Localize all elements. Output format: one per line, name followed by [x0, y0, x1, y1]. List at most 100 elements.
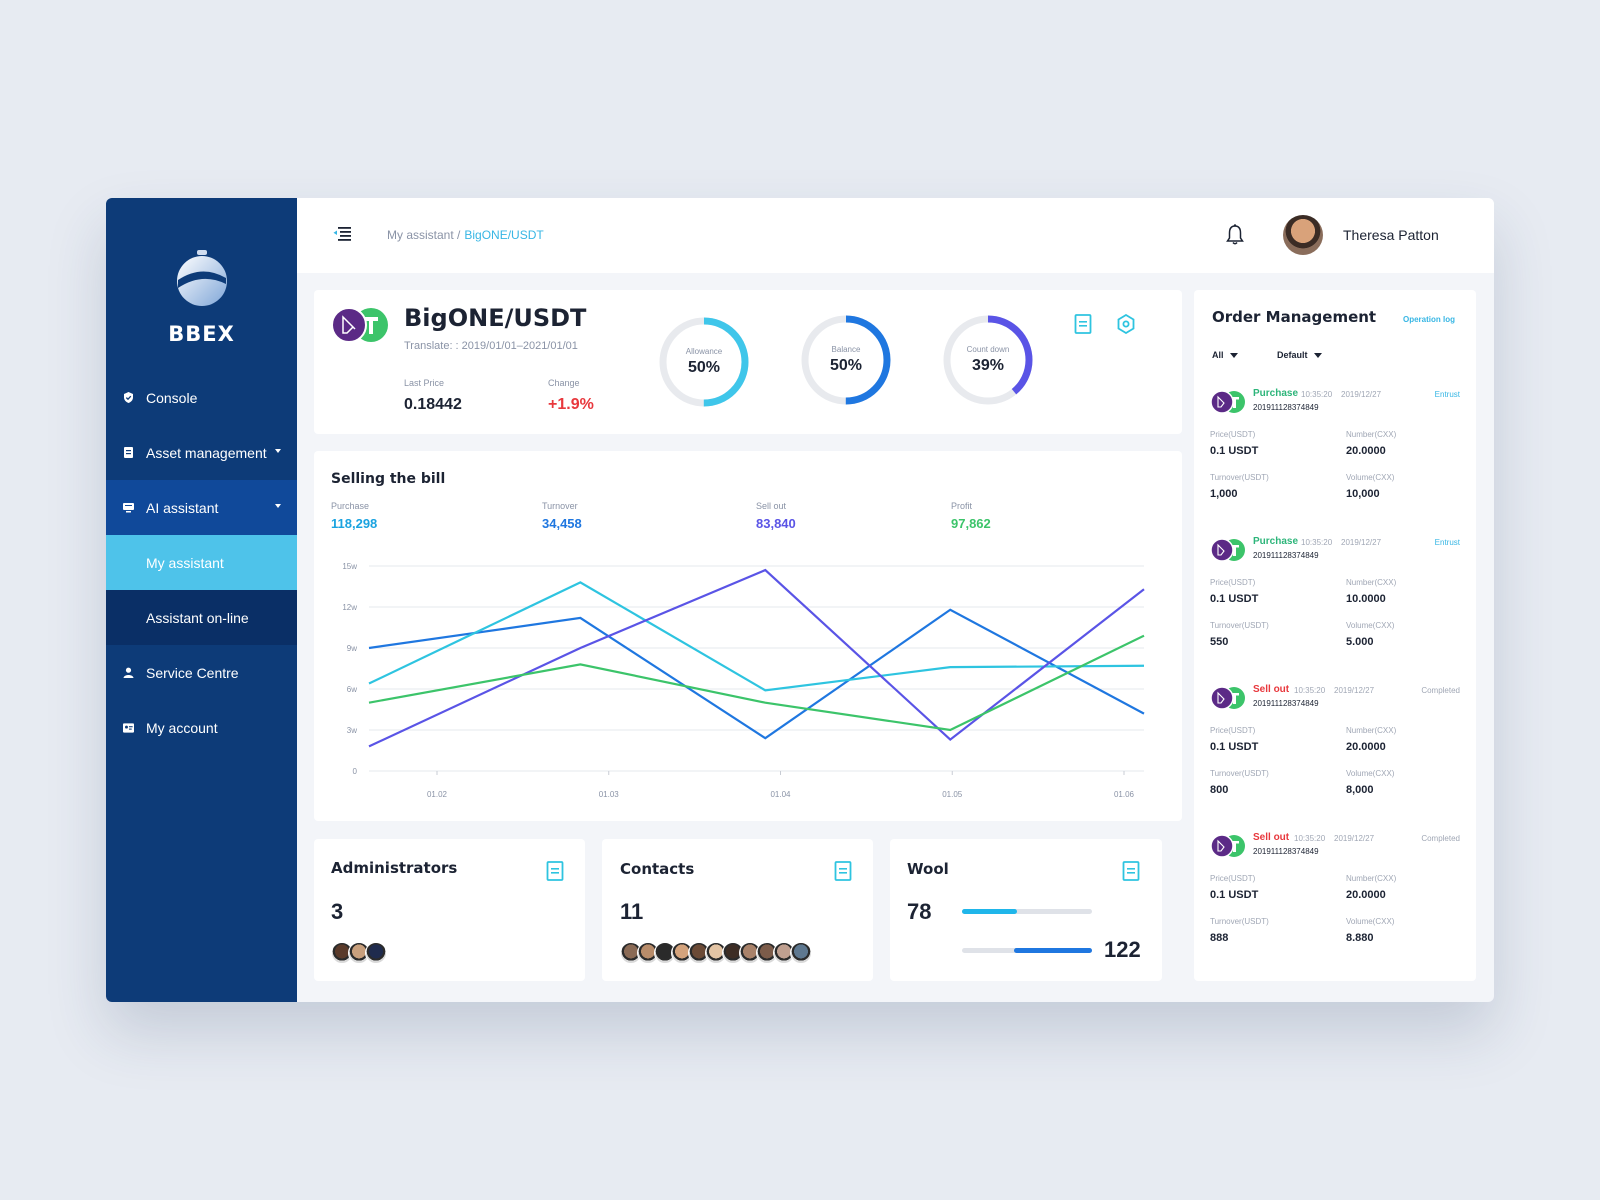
chevron-down-icon: [1313, 353, 1322, 359]
panel-title: Order Management: [1212, 308, 1377, 326]
y-tick-label: 12w: [342, 603, 357, 612]
turnover-value: 888: [1210, 932, 1229, 944]
volume-value: 8.880: [1346, 932, 1374, 944]
sidebar-item-label: AI assistant: [146, 499, 219, 516]
number-label: Number(CXX): [1346, 726, 1397, 735]
order-date: 2019/12/27: [1334, 834, 1375, 843]
card-title: Administrators: [331, 859, 458, 877]
number-label: Number(CXX): [1346, 430, 1397, 439]
wool-progress-1-fill: [962, 909, 1017, 914]
last-price-value: 0.18442: [404, 396, 462, 413]
volume-label: Volume(CXX): [1346, 473, 1395, 482]
user-name[interactable]: Theresa Patton: [1343, 227, 1439, 243]
stat-value-sellout: 83,840: [756, 516, 796, 531]
document-icon: [123, 447, 134, 458]
pair-title: BigONE/USDT: [404, 304, 587, 332]
last-price-label: Last Price: [404, 378, 445, 388]
y-tick-label: 3w: [347, 726, 357, 735]
order-date: 2019/12/27: [1341, 538, 1382, 547]
coin-pair-icon: [1210, 834, 1245, 858]
ring-value: 50%: [829, 357, 863, 374]
y-tick-label: 9w: [347, 644, 357, 653]
document-icon[interactable]: [1074, 314, 1092, 334]
number-value: 20.0000: [1346, 889, 1386, 901]
ring-label: Balance: [831, 345, 861, 354]
administrators-card: Administrators 3: [314, 839, 585, 981]
sidebar-item-label: Console: [146, 389, 198, 406]
order-id: 201911128374849: [1253, 699, 1319, 708]
sidebar-item-label: My account: [146, 719, 218, 736]
order-time: 10:35:20: [1301, 538, 1333, 547]
x-tick-label: 01.05: [942, 790, 963, 799]
x-tick-label: 01.03: [599, 790, 620, 799]
order-status: Completed: [1421, 686, 1460, 695]
sidebar-item-service-centre[interactable]: Service Centre: [106, 645, 297, 700]
price-value: 0.1 USDT: [1210, 889, 1259, 901]
order-status: Entrust: [1434, 538, 1460, 547]
operation-log-link[interactable]: Operation log: [1403, 315, 1455, 324]
order-item[interactable]: Purchase 10:35:20 2019/12/27 Entrust 2019111…: [1210, 388, 1460, 530]
turnover-label: Turnover(USDT): [1210, 917, 1269, 926]
ring-value: 39%: [971, 357, 1005, 374]
sidebar-item-assistant-online[interactable]: Assistant on-line: [106, 590, 297, 645]
pair-summary-panel: BigONE/USDT Translate: : 2019/01/01–2021…: [314, 290, 1182, 434]
turnover-value: 1,000: [1210, 488, 1238, 500]
x-tick-label: 01.04: [770, 790, 791, 799]
stat-value-profit: 97,862: [951, 516, 991, 531]
filter-default-select[interactable]: Default: [1277, 350, 1322, 360]
stat-value-turnover: 34,458: [542, 516, 582, 531]
avatar[interactable]: [1283, 215, 1323, 255]
brand-logo: [177, 250, 227, 306]
monitor-icon: [123, 502, 134, 513]
series-line-1: [368, 608, 1145, 740]
avatar-group: [331, 942, 387, 964]
document-icon[interactable]: [546, 861, 564, 881]
order-item[interactable]: Sell out 10:35:20 2019/12/27 Completed 20191…: [1210, 832, 1460, 974]
order-item[interactable]: Sell out 10:35:20 2019/12/27 Completed 20191…: [1210, 684, 1460, 826]
price-value: 0.1 USDT: [1210, 593, 1259, 605]
turnover-value: 550: [1210, 636, 1229, 648]
allowance-ring: Allowance 50%: [658, 316, 750, 408]
filter-all-select[interactable]: All: [1212, 350, 1238, 360]
document-icon[interactable]: [1122, 861, 1140, 881]
sidebar-nav: Console Asset management AI assistant My…: [106, 370, 297, 755]
coin-pair-icon: [331, 307, 388, 343]
card-value: 78: [907, 899, 932, 924]
sidebar-item-ai-assistant[interactable]: AI assistant: [106, 480, 297, 535]
volume-value: 8,000: [1346, 784, 1374, 796]
x-tick-label: 01.06: [1114, 790, 1135, 799]
order-time: 10:35:20: [1301, 390, 1333, 399]
order-id: 201911128374849: [1253, 847, 1319, 856]
chevron-down-icon: [275, 449, 281, 453]
y-tick-label: 6w: [347, 685, 357, 694]
filter-value: All: [1212, 350, 1224, 360]
filter-value: Default: [1277, 350, 1308, 360]
turnover-value: 800: [1210, 784, 1229, 796]
order-id: 201911128374849: [1253, 551, 1319, 560]
settings-icon[interactable]: [1117, 314, 1135, 334]
document-icon[interactable]: [834, 861, 852, 881]
sidebar-item-label: Asset management: [146, 444, 267, 461]
order-time: 10:35:20: [1294, 686, 1326, 695]
wool-progress-1: [962, 909, 1092, 914]
sidebar-item-asset-management[interactable]: Asset management: [106, 425, 297, 480]
order-item[interactable]: Purchase 10:35:20 2019/12/27 Entrust 2019111…: [1210, 536, 1460, 678]
wool-card: Wool 78 122: [890, 839, 1162, 981]
sidebar-item-my-assistant[interactable]: My assistant: [106, 535, 297, 590]
order-status: Entrust: [1434, 390, 1460, 399]
wool-progress-2: [962, 948, 1092, 953]
order-type: Purchase: [1253, 536, 1299, 547]
volume-label: Volume(CXX): [1346, 769, 1395, 778]
change-label: Change: [548, 378, 580, 388]
volume-value: 10,000: [1346, 488, 1380, 500]
stat-label-sellout: Sell out: [756, 501, 787, 511]
sidebar-item-console[interactable]: Console: [106, 370, 297, 425]
avatar: [365, 942, 387, 964]
sidebar-item-my-account[interactable]: My account: [106, 700, 297, 755]
menu-toggle-icon[interactable]: [333, 227, 351, 241]
app-window: BBEX Console Asset management AI assista…: [106, 198, 1494, 1002]
bell-icon[interactable]: [1226, 224, 1244, 246]
series-line-4: [368, 634, 1145, 732]
ring-value: 50%: [687, 359, 721, 376]
breadcrumb-parent[interactable]: My assistant /: [387, 228, 461, 242]
